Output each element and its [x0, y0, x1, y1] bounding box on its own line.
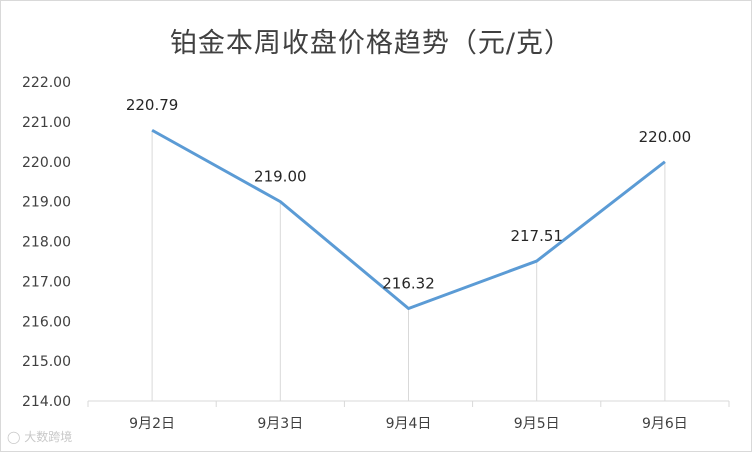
y-tick-label: 219.00 [22, 195, 71, 211]
data-label: 217.51 [510, 227, 563, 245]
x-tick-label: 9月4日 [386, 416, 432, 432]
y-tick-label: 222.00 [22, 75, 71, 91]
y-tick-label: 220.00 [22, 155, 71, 171]
x-tick-label: 9月6日 [642, 416, 688, 432]
data-label: 219.00 [254, 168, 307, 186]
data-label: 216.32 [382, 274, 435, 292]
y-tick-label: 218.00 [22, 235, 71, 251]
watermark: ◯ 大数跨境 [7, 428, 72, 445]
series-line [151, 128, 666, 310]
x-tick-label: 9月2日 [129, 416, 175, 432]
chart-title: 铂金本周收盘价格趋势（元/克） [169, 28, 573, 59]
y-tick-label: 221.00 [22, 115, 71, 131]
x-tick-label: 9月3日 [257, 416, 303, 432]
data-label: 220.79 [126, 96, 179, 114]
y-tick-label: 214.00 [22, 394, 71, 410]
y-tick-label: 216.00 [22, 314, 71, 330]
y-tick-label: 215.00 [22, 354, 71, 370]
x-tick-label: 9月5日 [514, 416, 560, 432]
data-label: 220.00 [639, 128, 692, 146]
watermark-text: 大数跨境 [24, 430, 73, 444]
watermark-icon: ◯ [7, 430, 21, 444]
y-tick-label: 217.00 [22, 274, 71, 290]
